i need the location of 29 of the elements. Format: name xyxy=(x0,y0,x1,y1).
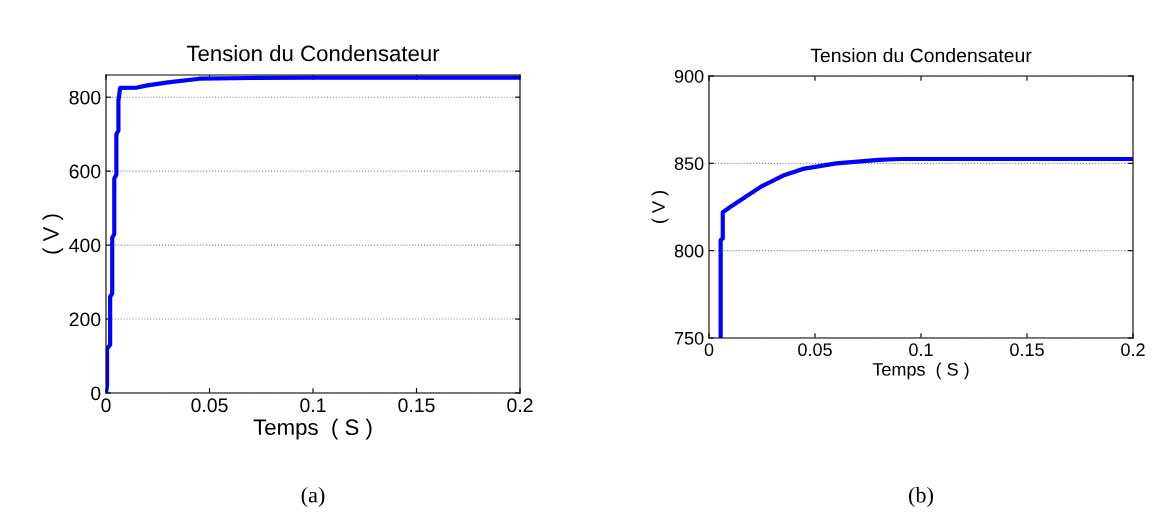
x-tick-label: 0.1 xyxy=(909,343,933,357)
y-tick-label: 200 xyxy=(69,312,101,327)
chart-title: Tension du Condensateur xyxy=(186,45,440,62)
x-tick-label: 0.15 xyxy=(1010,343,1044,357)
x-tick-label: 0 xyxy=(704,343,714,357)
x-tick-label: 0.05 xyxy=(191,398,228,413)
line-series xyxy=(718,156,1133,338)
x-tick-label: 0.2 xyxy=(507,398,533,413)
x-tick-label: 0.1 xyxy=(300,398,326,413)
y-axis-title: ( V ) xyxy=(651,191,669,223)
x-axis-title: Temps ( S ) xyxy=(872,362,969,380)
chart-title: Tension du Condensateur xyxy=(810,48,1032,63)
y-tick-label: 900 xyxy=(674,69,704,83)
y-tick-label: 0 xyxy=(91,386,101,401)
y-tick-label: 600 xyxy=(69,164,101,179)
y-tick-label: 750 xyxy=(674,331,704,345)
x-axis-title: Temps ( S ) xyxy=(253,418,372,440)
y-tick-label: 800 xyxy=(674,244,704,258)
y-tick-label: 800 xyxy=(69,90,101,105)
x-tick-label: 0 xyxy=(101,398,111,413)
x-tick-label: 0.15 xyxy=(398,398,435,413)
x-tick-label: 0.05 xyxy=(798,343,832,357)
y-axis-title: ( V ) xyxy=(42,214,64,254)
y-tick-label: 850 xyxy=(674,157,704,171)
line-series xyxy=(106,75,520,393)
text: (a) xyxy=(301,486,325,508)
y-tick-label: 400 xyxy=(69,238,101,253)
x-tick-label: 0.2 xyxy=(1121,343,1145,357)
text: (b) xyxy=(909,486,933,508)
